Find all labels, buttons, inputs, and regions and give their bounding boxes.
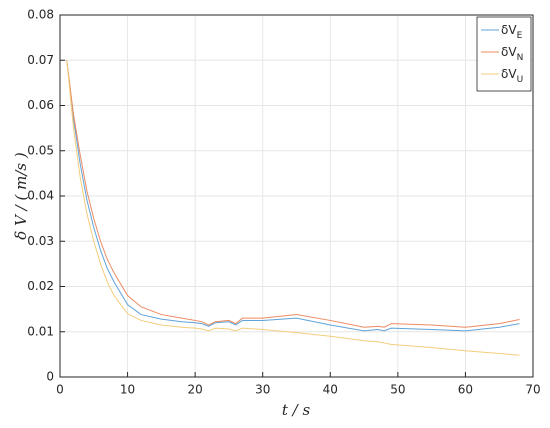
data-line (66, 60, 520, 328)
x-tick-label: 30 (255, 383, 270, 397)
x-tick-label: 20 (188, 383, 203, 397)
legend-label: δVN (501, 45, 523, 63)
y-tick-label: 0.04 (27, 189, 54, 203)
y-tick-label: 0.05 (27, 143, 54, 157)
y-tick-label: 0.06 (27, 98, 54, 112)
x-tick-label: 60 (458, 383, 473, 397)
y-tick-label: 0.02 (27, 279, 54, 293)
x-tick-label: 70 (525, 383, 540, 397)
y-tick-label: 0.01 (27, 324, 54, 338)
y-tick-label: 0.07 (27, 53, 54, 67)
y-axis-label: δ V / ( m/s ) (12, 152, 30, 240)
data-line (66, 60, 520, 332)
x-tick-label: 40 (323, 383, 338, 397)
plot-frame (59, 14, 534, 378)
x-tick-label: 10 (120, 383, 135, 397)
x-axis-label: t / s (282, 401, 311, 419)
legend-box (476, 16, 532, 92)
y-tick-label: 0 (46, 370, 54, 384)
legend-label: δVU (501, 67, 523, 85)
legend-label: δVE (501, 23, 523, 41)
data-line (66, 60, 520, 356)
y-tick-label: 0.03 (27, 234, 54, 248)
x-tick-label: 50 (390, 383, 405, 397)
y-tick-label: 0.08 (27, 8, 54, 22)
x-tick-label: 0 (56, 383, 64, 397)
